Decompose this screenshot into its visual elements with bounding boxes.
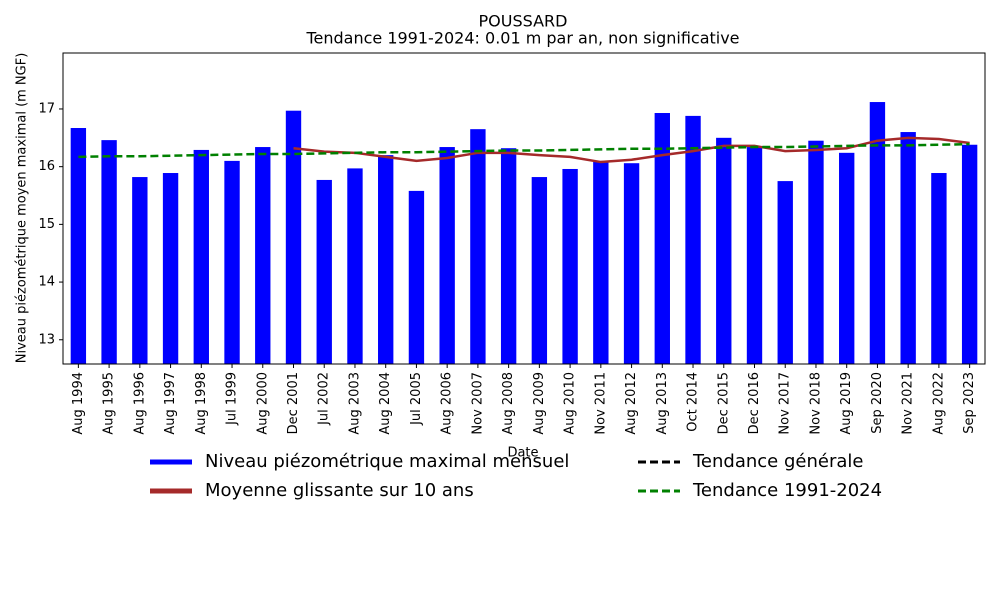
x-tick-label: Aug 2004 — [378, 372, 393, 435]
x-tick-label: Sep 2020 — [870, 372, 885, 434]
bar — [931, 173, 947, 364]
bar — [408, 190, 425, 364]
chart-title: POUSSARD — [479, 12, 568, 31]
x-tick-label: Aug 2013 — [655, 372, 670, 435]
x-tick-label: Nov 2011 — [593, 372, 608, 435]
bar — [224, 160, 240, 364]
y-tick-label: 14 — [38, 275, 55, 290]
x-tick-label: Aug 2010 — [563, 372, 578, 435]
line-series — [78, 142, 970, 159]
bar — [961, 144, 978, 364]
bar — [101, 140, 117, 364]
bar — [685, 115, 701, 364]
bar — [654, 113, 670, 365]
bar — [623, 163, 640, 364]
line-series — [293, 136, 970, 164]
x-tick-label: Aug 1997 — [163, 372, 178, 435]
bar — [777, 181, 793, 364]
bar — [193, 149, 209, 364]
bar — [900, 132, 916, 364]
x-tick-label: Aug 1996 — [132, 372, 147, 435]
bar — [531, 177, 548, 364]
bar — [869, 102, 886, 364]
x-tick-label: Sep 2023 — [962, 372, 977, 434]
y-axis-label: Niveau piézométrique moyen maximal (m NG… — [15, 53, 30, 364]
x-tick-label: Aug 1995 — [102, 372, 117, 435]
x-tick-label: Nov 2007 — [470, 372, 485, 435]
bar — [70, 128, 87, 364]
legend-label: Moyenne glissante sur 10 ans — [205, 480, 474, 501]
bar — [500, 148, 517, 364]
x-tick-label: Aug 2019 — [839, 372, 854, 435]
bar — [593, 160, 609, 364]
y-tick-label: 16 — [38, 159, 55, 174]
bar — [255, 147, 271, 364]
x-tick-label: Nov 2021 — [901, 372, 916, 435]
x-tick-label: Aug 2012 — [624, 372, 639, 435]
bar — [285, 110, 302, 365]
y-tick-label: 15 — [38, 217, 55, 232]
plot-frame — [62, 52, 986, 365]
chart-subtitle: Tendance 1991-2024: 0.01 m par an, non s… — [305, 29, 739, 48]
bar — [378, 155, 394, 364]
x-tick-label: Aug 1998 — [194, 372, 209, 435]
x-tick-label: Dec 2015 — [716, 372, 731, 434]
x-tick-label: Oct 2014 — [686, 372, 701, 432]
bar — [562, 168, 578, 364]
x-tick-label: Aug 2003 — [347, 372, 362, 435]
bar — [746, 147, 763, 364]
bar — [439, 147, 455, 364]
x-tick-label: Aug 2000 — [255, 372, 270, 435]
bar — [347, 168, 363, 364]
x-tick-label: Dec 2001 — [286, 372, 301, 434]
x-tick-label: Aug 2022 — [931, 372, 946, 435]
x-tick-label: Aug 2006 — [440, 372, 455, 435]
y-tick-label: 17 — [38, 101, 55, 116]
x-tick-label: Aug 2009 — [532, 372, 547, 435]
bar — [132, 177, 148, 364]
bar — [839, 152, 855, 364]
legend-label: Tendance générale — [692, 451, 863, 472]
x-tick-label: Jul 2005 — [409, 372, 424, 426]
x-tick-label: Nov 2017 — [778, 372, 793, 435]
bar — [808, 140, 824, 364]
x-tick-label: Aug 1994 — [71, 372, 86, 435]
x-axis-label: Date — [507, 446, 538, 461]
bar — [162, 173, 179, 364]
x-tick-label: Aug 2008 — [501, 372, 516, 435]
x-tick-label: Nov 2018 — [808, 372, 823, 435]
bar — [316, 179, 332, 364]
x-tick-label: Jul 1999 — [225, 372, 240, 426]
bar — [716, 137, 732, 364]
bar — [470, 129, 486, 364]
legend-label: Niveau piézométrique maximal mensuel — [205, 451, 569, 472]
x-tick-label: Jul 2002 — [317, 372, 332, 426]
x-tick-label: Dec 2016 — [747, 372, 762, 434]
y-tick-label: 13 — [38, 332, 55, 347]
legend-label: Tendance 1991-2024 — [692, 480, 882, 501]
